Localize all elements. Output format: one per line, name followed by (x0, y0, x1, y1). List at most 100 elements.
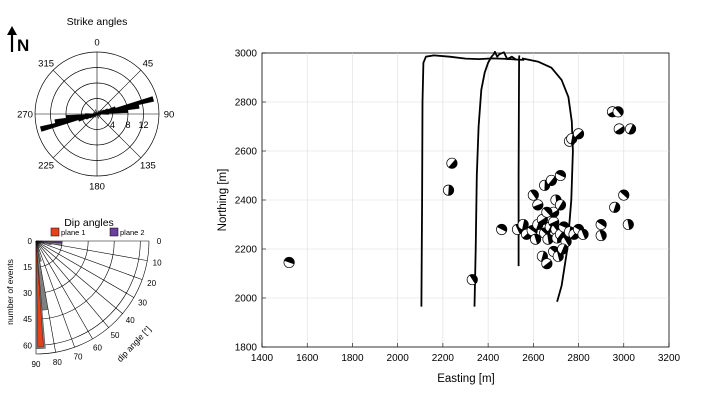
beachball-compression (614, 106, 624, 116)
dip-angle-tick: 30 (138, 299, 147, 308)
dip-grid-spoke (35, 240, 135, 298)
beachball-compression (560, 244, 568, 255)
beachball-compression (596, 219, 607, 228)
map-xtick-label: 1400 (251, 353, 274, 364)
map-ylabel: Northing [m] (217, 169, 229, 232)
dip-grid-spoke (35, 240, 93, 340)
rose-radial-labels: 4 8 12 (110, 120, 149, 130)
event-beachball (625, 123, 637, 135)
rose-petal (96, 113, 102, 116)
rose-grid-spoke (52, 69, 98, 115)
beachball-compression (555, 170, 566, 178)
rose-petal (96, 109, 102, 115)
legend-label-plane2: plane 2 (120, 228, 145, 237)
map-xtick-label: 2000 (387, 353, 410, 364)
rose-petal (65, 113, 98, 119)
map-ytick-label: 2400 (235, 196, 258, 207)
rose-grid-spoke (52, 113, 98, 159)
dip-grid (35, 240, 150, 355)
beachball-compression (549, 209, 559, 218)
rose-angle-label: 0 (94, 38, 99, 49)
rose-angle-label: 180 (89, 182, 105, 193)
event-beachball (541, 258, 553, 270)
map-ytick-label: 2200 (235, 245, 258, 256)
rose-petal (85, 113, 98, 115)
dip-bars (35, 240, 63, 349)
beachball-compression (533, 202, 544, 211)
dip-angle-tick: 70 (74, 353, 83, 362)
event-beachball (530, 233, 542, 245)
dip-plane1-bar (35, 240, 44, 348)
rose-angle-label: 90 (164, 110, 175, 121)
map-xtick-label: 2600 (522, 353, 545, 364)
rose-petal (96, 109, 105, 115)
rose-petal (92, 112, 98, 115)
beachball-compression (448, 185, 454, 196)
strike-rose-diagram: Strike angles 0 45 90 135 180 225 270 315 4 8 12 (17, 16, 174, 193)
dip-gray-bar (35, 240, 40, 248)
dip-grid-arc (35, 240, 150, 355)
event-beachball (613, 123, 625, 135)
well-trajectory (521, 57, 574, 302)
dip-grid-spoke (35, 240, 109, 328)
rose-petal (94, 113, 98, 118)
dip-rlabel: dip angle [°] (115, 324, 153, 364)
rose-angle-label: 135 (140, 160, 156, 171)
map-xtick-label: 3200 (658, 353, 681, 364)
rose-radial-label: 8 (125, 120, 130, 130)
dip-angle-tick: 40 (126, 316, 135, 325)
event-beachball (595, 229, 607, 242)
rose-angle-label: 225 (38, 160, 54, 171)
dip-count-tick: 30 (23, 289, 32, 298)
rose-petal (96, 113, 109, 115)
beachball-compression (469, 274, 478, 284)
rose-petal (96, 109, 129, 115)
beachball-compression (627, 219, 634, 230)
rose-radial-label: 4 (110, 120, 115, 130)
dip-angle-tick: 80 (53, 358, 62, 367)
beachball-compression (628, 124, 636, 135)
dip-angle-tick: 90 (32, 360, 41, 369)
rose-petal (96, 110, 100, 115)
dip-angle-tick: 60 (93, 344, 102, 353)
beachball-compression (542, 260, 553, 269)
beachball-compression (557, 200, 566, 211)
map-xlabel: Easting [m] (437, 373, 495, 385)
event-beachball (541, 206, 553, 218)
event-beachball (612, 106, 624, 118)
event-map: 1400 1600 1800 2000 2200 2400 2600 2800 3000 3200… (217, 49, 681, 386)
rose-radial-label: 12 (138, 120, 148, 130)
event-beachball (554, 169, 567, 182)
dip-grid-spoke (35, 240, 123, 314)
map-ytick-label: 2000 (235, 294, 258, 305)
map-events (283, 106, 637, 286)
map-xtick-label: 1800 (341, 353, 364, 364)
dip-gray-bar (35, 240, 40, 244)
event-beachball (554, 199, 567, 211)
dip-plane2-bar (35, 240, 63, 244)
beachball-compression (574, 130, 584, 140)
rose-petal (93, 111, 98, 115)
rose-angle-labels: 0 45 90 135 180 225 270 315 (17, 38, 174, 193)
dip-count-tick: 60 (23, 341, 32, 350)
beachball-compression (448, 159, 458, 169)
rose-petal (96, 113, 101, 117)
rose-petal (89, 113, 98, 119)
event-beachball (517, 218, 529, 231)
dip-angle-tick: 20 (147, 279, 156, 288)
rose-angle-label: 45 (143, 59, 154, 70)
beachball-compression (284, 257, 295, 265)
dip-angle-tick: 0 (157, 237, 162, 246)
map-ticks: 1400 1600 1800 2000 2200 2400 2600 2800 3000 3200… (235, 49, 681, 365)
well-trajectory (492, 50, 517, 61)
rose-grid-spoke (96, 69, 142, 115)
beachball-compression (613, 202, 620, 213)
event-beachball (446, 157, 458, 169)
rose-petal (96, 113, 100, 119)
event-beachball (442, 184, 455, 196)
event-beachball (527, 189, 539, 201)
map-xtick-label: 1600 (296, 353, 319, 364)
dip-angle-diagram: Dip angles plane 1 plane 2 0102030405060… (5, 217, 162, 369)
beachball-compression (522, 219, 529, 230)
